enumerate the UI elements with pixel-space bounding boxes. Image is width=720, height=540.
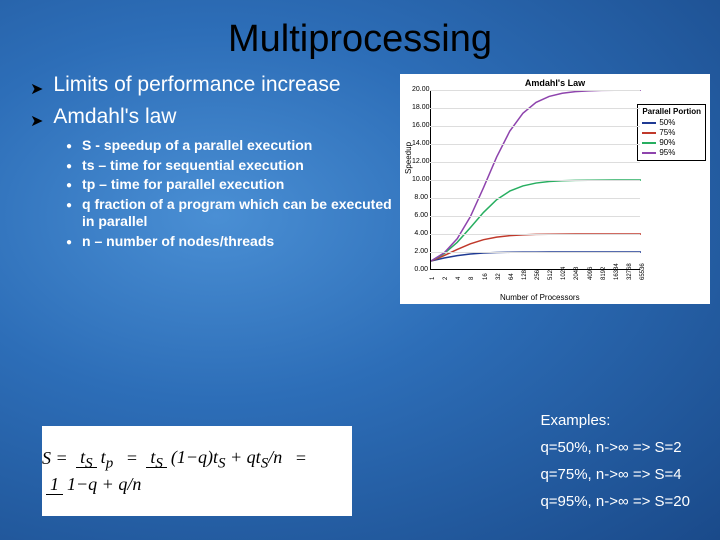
bullet-text: Limits of performance increase <box>53 73 340 97</box>
legend-label: 95% <box>659 148 675 157</box>
sub-item: ● ts – time for sequential execution <box>66 157 400 175</box>
xtick-label: 4 <box>456 277 462 280</box>
legend-swatch <box>642 142 656 144</box>
legend-item: 95% <box>642 148 701 157</box>
legend-label: 75% <box>659 128 675 137</box>
ytick-label: 2.00 <box>412 248 428 255</box>
xtick-label: 8192 <box>601 267 607 280</box>
chart-legend: Parallel Portion 50%75%90%95% <box>637 104 706 161</box>
xtick-label: 4096 <box>588 267 594 280</box>
ytick-label: 4.00 <box>412 230 428 237</box>
sub-text: S - speedup of a parallel execution <box>82 137 312 155</box>
series-line <box>431 234 641 261</box>
examples-block: Examples: q=50%, n->∞ => S=2 q=75%, n->∞… <box>540 412 690 520</box>
ytick-label: 10.00 <box>412 176 428 183</box>
gridline <box>430 108 640 109</box>
legend-swatch <box>642 122 656 124</box>
xtick-label: 512 <box>548 270 554 280</box>
slide-title: Multiprocessing <box>0 0 720 61</box>
sub-text: n – number of nodes/threads <box>82 233 274 251</box>
formula-box: S = tStp = tS(1−q)tS + qtS/n = 11−q + q/… <box>42 426 352 516</box>
gridline <box>430 180 640 181</box>
legend-label: 90% <box>659 138 675 147</box>
sub-item: ● S - speedup of a parallel execution <box>66 137 400 155</box>
example-line: q=50%, n->∞ => S=2 <box>540 439 690 456</box>
ytick-label: 20.00 <box>412 86 428 93</box>
xtick-label: 32768 <box>627 263 633 280</box>
amdahl-chart: Amdahl's Law Speedup Number of Processor… <box>400 74 710 304</box>
ytick-label: 18.00 <box>412 104 428 111</box>
legend-title: Parallel Portion <box>642 107 701 116</box>
example-line: q=95%, n->∞ => S=20 <box>540 493 690 510</box>
gridline <box>430 252 640 253</box>
legend-label: 50% <box>659 118 675 127</box>
xtick-label: 65536 <box>640 263 646 280</box>
dot-icon: ● <box>66 141 72 154</box>
left-column: ➤ Limits of performance increase ➤ Amdah… <box>30 73 400 252</box>
gridline <box>430 126 640 127</box>
arrow-icon: ➤ <box>30 79 43 99</box>
sub-text: ts – time for sequential execution <box>82 157 304 175</box>
xtick-label: 1024 <box>561 267 567 280</box>
xtick-label: 256 <box>535 270 541 280</box>
series-line <box>431 180 641 261</box>
ytick-label: 16.00 <box>412 122 428 129</box>
ytick-label: 6.00 <box>412 212 428 219</box>
xtick-label: 32 <box>496 273 502 280</box>
xtick-label: 8 <box>469 277 475 280</box>
xtick-label: 16 <box>483 273 489 280</box>
bullet-text: Amdahl's law <box>53 105 176 129</box>
arrow-icon: ➤ <box>30 111 43 131</box>
legend-item: 90% <box>642 138 701 147</box>
sub-item: ● tp – time for parallel execution <box>66 176 400 194</box>
xtick-label: 2 <box>443 277 449 280</box>
gridline <box>430 90 640 91</box>
gridline <box>430 144 640 145</box>
series-line <box>431 252 641 261</box>
xtick-label: 16384 <box>614 263 620 280</box>
xtick-label: 64 <box>509 273 515 280</box>
bullet-limits: ➤ Limits of performance increase <box>30 73 400 99</box>
formula-text: S = tStp = tS(1−q)tS + qtS/n = 11−q + q/… <box>42 447 352 495</box>
ytick-label: 14.00 <box>412 140 428 147</box>
sub-text: tp – time for parallel execution <box>82 176 284 194</box>
dot-icon: ● <box>66 200 72 213</box>
dot-icon: ● <box>66 237 72 250</box>
xtick-label: 1 <box>430 277 436 280</box>
chart-xlabel: Number of Processors <box>500 293 580 302</box>
gridline <box>430 198 640 199</box>
chart-title: Amdahl's Law <box>400 74 710 88</box>
sub-item: ● n – number of nodes/threads <box>66 233 400 251</box>
ytick-label: 8.00 <box>412 194 428 201</box>
xtick-label: 128 <box>522 270 528 280</box>
xtick-label: 2048 <box>574 267 580 280</box>
legend-swatch <box>642 132 656 134</box>
dot-icon: ● <box>66 161 72 174</box>
legend-item: 50% <box>642 118 701 127</box>
legend-item: 75% <box>642 128 701 137</box>
gridline <box>430 216 640 217</box>
example-line: q=75%, n->∞ => S=4 <box>540 466 690 483</box>
gridline <box>430 234 640 235</box>
legend-swatch <box>642 152 656 154</box>
sub-item: ● q fraction of a program which can be ex… <box>66 196 400 231</box>
sub-text: q fraction of a program which can be exe… <box>82 196 400 231</box>
dot-icon: ● <box>66 180 72 193</box>
gridline <box>430 162 640 163</box>
sub-bullet-list: ● S - speedup of a parallel execution ● ts… <box>66 137 400 250</box>
ytick-label: 12.00 <box>412 158 428 165</box>
ytick-label: 0.00 <box>412 266 428 273</box>
bullet-amdahl: ➤ Amdahl's law <box>30 105 400 131</box>
examples-heading: Examples: <box>540 412 690 429</box>
